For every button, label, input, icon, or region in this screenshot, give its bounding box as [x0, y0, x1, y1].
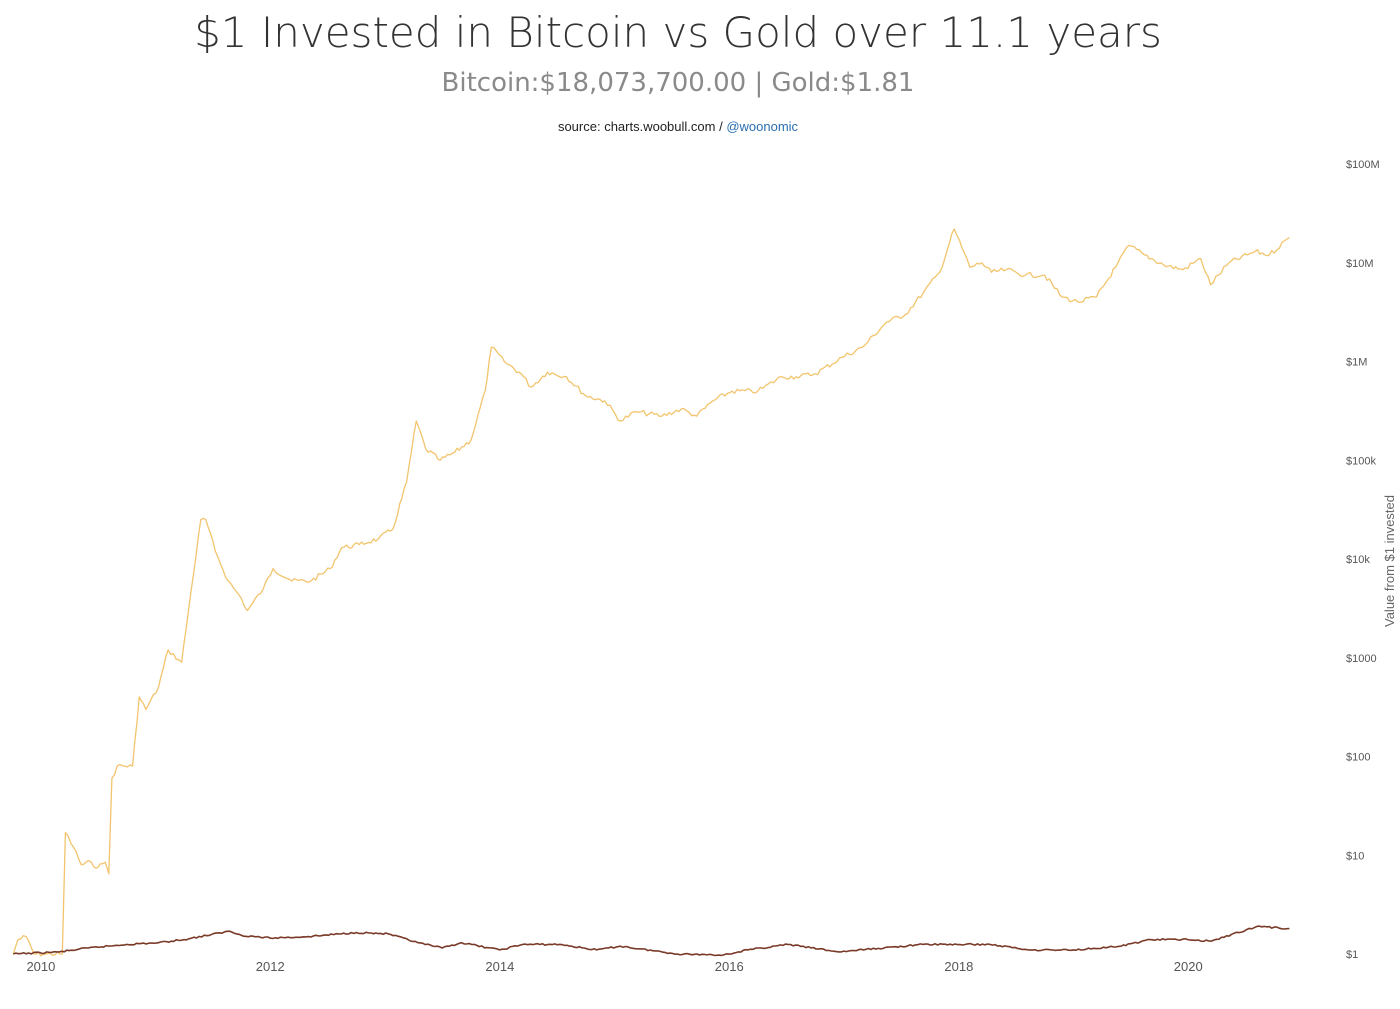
x-tick-label: 2010	[26, 959, 55, 974]
y-tick-label: $10M	[1346, 258, 1374, 270]
y-tick-label: $100	[1346, 752, 1370, 764]
y-axis-title: Value from $1 invested	[1382, 495, 1397, 627]
x-tick-label: 2016	[715, 959, 744, 974]
x-tick-label: 2020	[1174, 959, 1203, 974]
x-tick-label: 2018	[944, 959, 973, 974]
source-handle-link[interactable]: @woonomic	[726, 119, 799, 134]
chart-title: $1 Invested in Bitcoin vs Gold over 11.1…	[194, 8, 1162, 57]
y-tick-label: $1M	[1346, 357, 1367, 369]
chart-subtitle: Bitcoin:$18,073,700.00 | Gold:$1.81	[441, 68, 915, 98]
x-tick-label: 2014	[485, 959, 514, 974]
y-tick-label: $1000	[1346, 653, 1377, 665]
y-tick-label: $100k	[1346, 455, 1376, 467]
gold-series-line	[13, 925, 1290, 957]
y-tick-label: $10	[1346, 850, 1364, 862]
y-tick-label: $1	[1346, 949, 1358, 961]
bitcoin-series-line	[12, 228, 1290, 957]
source-text: source: charts.woobull.com /	[557, 119, 727, 134]
chart-source: source: charts.woobull.com / @woonomic	[0, 119, 1356, 134]
x-tick-label: 2012	[256, 959, 285, 974]
y-tick-label: $10k	[1346, 554, 1370, 566]
y-tick-label: $100M	[1346, 159, 1380, 171]
